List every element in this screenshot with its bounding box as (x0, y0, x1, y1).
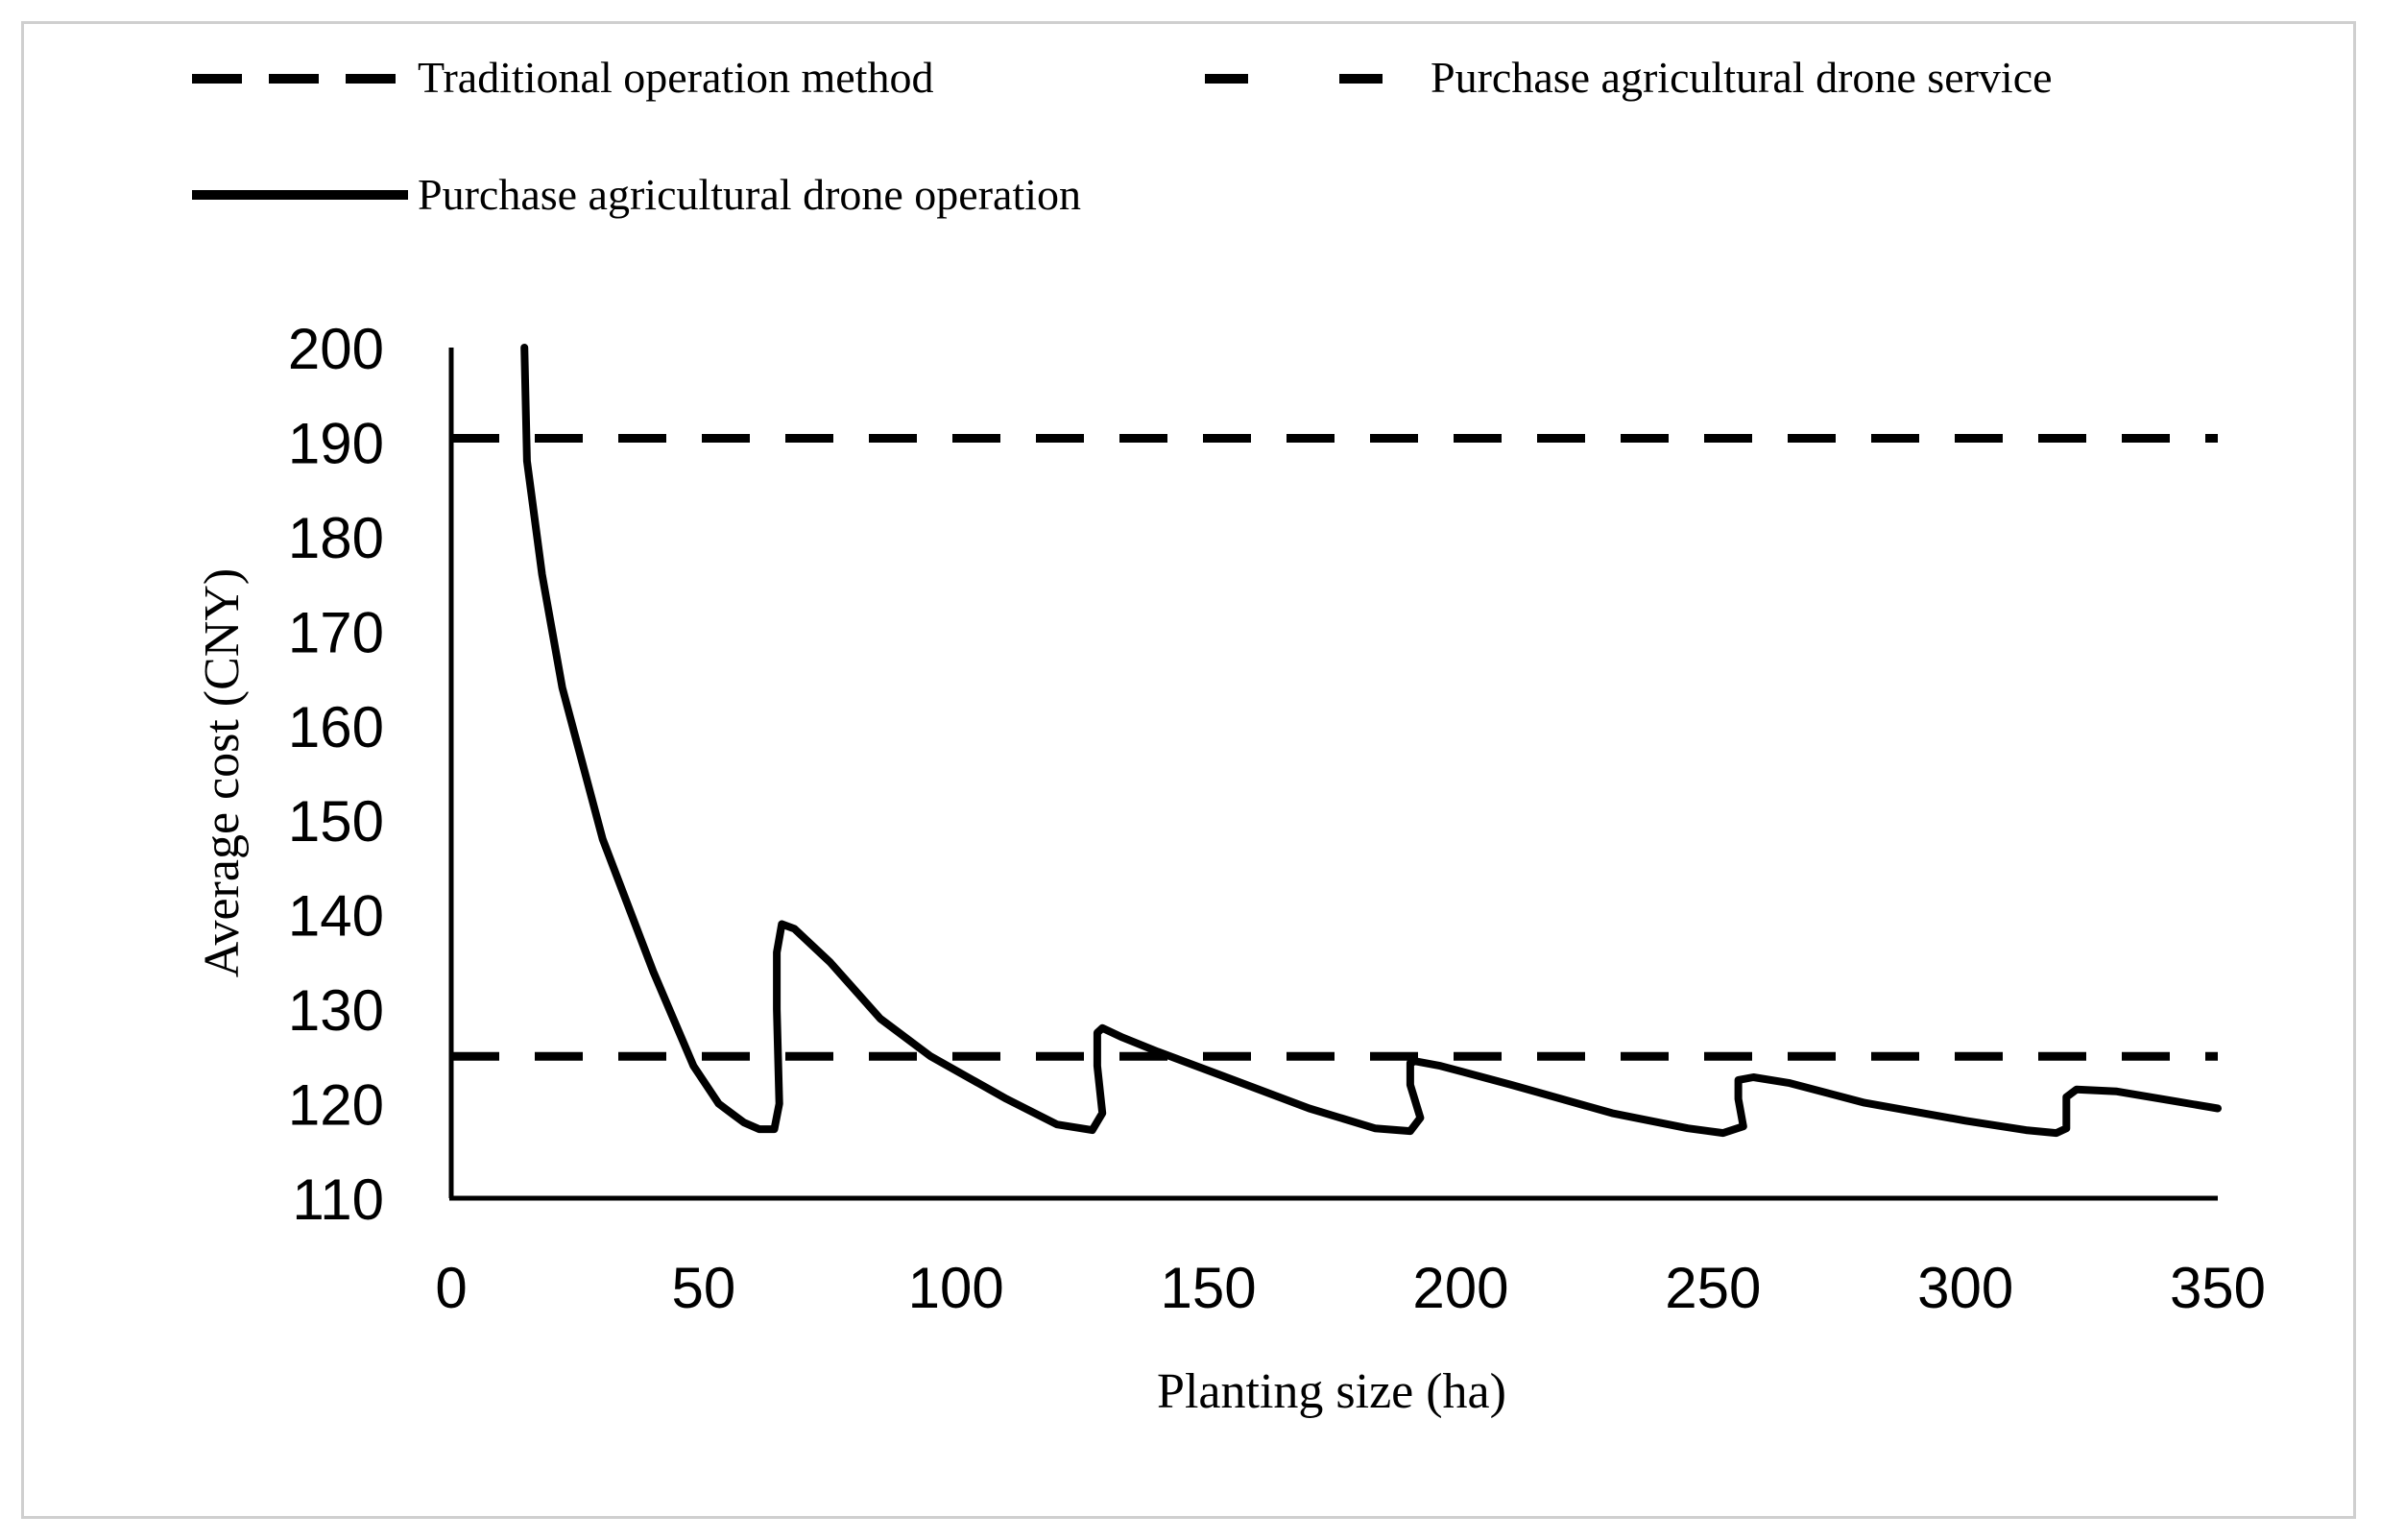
x-tick-label: 100 (908, 1256, 1004, 1320)
x-tick-label: 0 (435, 1256, 467, 1320)
y-tick-label: 190 (288, 411, 384, 475)
y-tick-label: 120 (288, 1073, 384, 1138)
y-tick-labels: 110 120 130 140 150 160 170 180 190 200 (288, 317, 384, 1232)
y-tick-label: 170 (288, 600, 384, 664)
y-tick-label: 110 (292, 1167, 384, 1232)
legend-label-drone-service: Purchase agricultural drone service (1431, 53, 2053, 102)
legend-item-traditional: Traditional operation method (192, 53, 933, 102)
legend-item-drone-operation: Purchase agricultural drone operation (192, 170, 1081, 219)
y-tick-label: 150 (288, 789, 384, 854)
x-tick-label: 350 (2170, 1256, 2266, 1320)
x-tick-label: 150 (1161, 1256, 1257, 1320)
x-tick-label: 200 (1412, 1256, 1508, 1320)
series-line-3 (520, 344, 2222, 1138)
legend-label-drone-operation: Purchase agricultural drone operation (418, 170, 1081, 219)
x-tick-label: 50 (671, 1256, 735, 1320)
legend: Traditional operation method Purchase ag… (192, 53, 2053, 219)
x-axis-title: Planting size (ha) (1157, 1364, 1506, 1419)
y-axis-title: Average cost (CNY) (195, 568, 250, 977)
legend-item-drone-service: Purchase agricultural drone service (1205, 53, 2053, 102)
chart-frame (21, 21, 2356, 1519)
x-tick-labels: 0 50 100 150 200 250 300 350 (435, 1256, 2266, 1320)
y-tick-label: 180 (288, 506, 384, 570)
y-tick-label: 130 (288, 978, 384, 1043)
y-tick-label: 200 (288, 317, 384, 381)
y-tick-label: 140 (288, 884, 384, 949)
y-tick-label: 160 (288, 695, 384, 759)
x-tick-label: 250 (1665, 1256, 1761, 1320)
x-tick-label: 300 (1917, 1256, 2013, 1320)
series-lines (451, 344, 2222, 1138)
legend-label-traditional: Traditional operation method (418, 53, 933, 102)
